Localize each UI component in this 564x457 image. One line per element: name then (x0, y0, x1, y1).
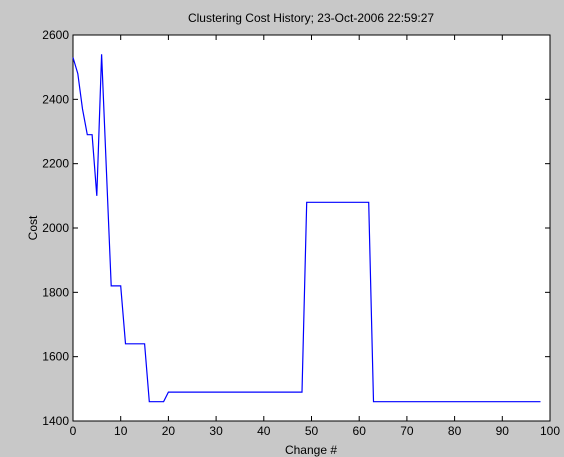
x-tick-label: 10 (114, 424, 128, 438)
x-tick-label: 60 (353, 424, 367, 438)
x-tick-label: 0 (70, 424, 77, 438)
chart-title: Clustering Cost History; 23-Oct-2006 22:… (188, 11, 434, 25)
x-tick-label: 50 (305, 424, 319, 438)
x-tick-label: 100 (540, 424, 560, 438)
y-tick-label: 2200 (42, 157, 69, 171)
y-tick-label: 1600 (42, 350, 69, 364)
x-tick-label: 80 (448, 424, 462, 438)
x-tick-label: 30 (209, 424, 223, 438)
x-tick-label: 40 (257, 424, 271, 438)
y-axis-label: Cost (26, 215, 40, 240)
y-tick-label: 2000 (42, 221, 69, 235)
y-tick-label: 1800 (42, 285, 69, 299)
x-tick-label: 70 (400, 424, 414, 438)
x-tick-label: 20 (162, 424, 176, 438)
plot-area (72, 34, 551, 422)
y-tick-label: 2400 (42, 92, 69, 106)
y-tick-label: 1400 (42, 414, 69, 428)
x-tick-label: 90 (496, 424, 510, 438)
cost-series-line (72, 54, 541, 403)
axis-ticks: 0 10 20 30 40 50 60 70 80 90 100 1400 1600 1800 2000 22… (42, 28, 560, 438)
x-axis-label: Change # (285, 443, 337, 457)
y-tick-label: 2600 (42, 28, 69, 42)
